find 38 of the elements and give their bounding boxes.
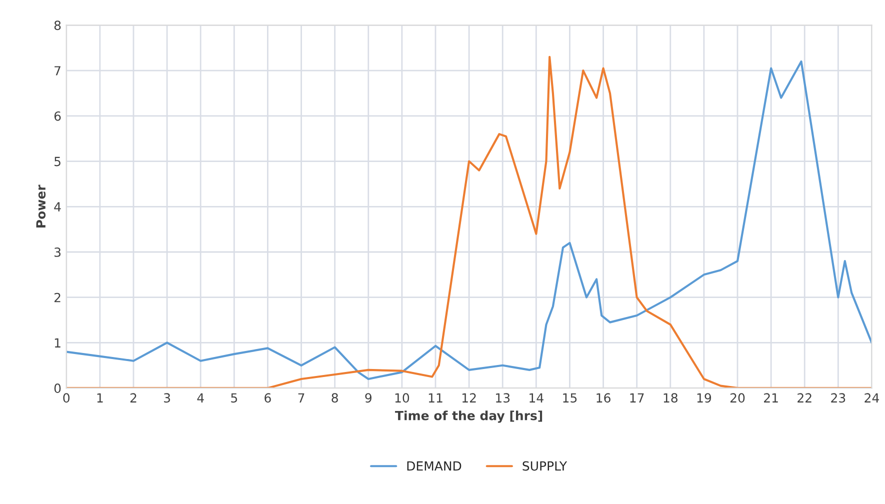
legend-label: SUPPLY [522, 461, 568, 471]
x-axis-title: Time of the day [hrs] [395, 410, 542, 423]
x-tick-label: 11 [428, 393, 442, 402]
y-tick-label: 8 [54, 20, 61, 30]
x-tick-label: 3 [164, 393, 170, 403]
y-tick-label: 2 [54, 292, 60, 302]
y-tick-label: 4 [54, 202, 61, 212]
x-tick-label: 18 [664, 393, 678, 403]
x-tick-label: 22 [798, 393, 812, 402]
x-tick-label: 4 [197, 393, 204, 402]
y-tick-label: 1 [54, 338, 60, 348]
x-tick-label: 2 [130, 393, 136, 402]
x-tick-label: 7 [298, 393, 304, 402]
x-tick-label: 13 [496, 393, 510, 403]
x-tick-label: 8 [332, 393, 338, 403]
x-tick-label: 15 [563, 393, 577, 403]
x-tick-label: 10 [395, 393, 410, 403]
y-tick-label: 0 [54, 384, 61, 394]
legend-label: DEMAND [407, 461, 462, 471]
x-tick-label: 23 [831, 393, 846, 403]
x-tick-label: 0 [63, 393, 70, 403]
x-tick-label: 1 [97, 393, 103, 402]
x-tick-label: 19 [697, 393, 712, 403]
y-tick-label: 6 [54, 111, 61, 121]
x-tick-label: 17 [630, 393, 644, 402]
y-tick-label: 3 [54, 247, 61, 257]
y-tick-label: 5 [54, 156, 60, 166]
x-tick-label: 24 [864, 393, 879, 402]
x-tick-label: 6 [264, 393, 271, 403]
x-tick-label: 16 [596, 393, 610, 403]
x-tick-label: 9 [365, 393, 372, 403]
x-tick-label: 12 [462, 393, 476, 402]
y-tick-label: 7 [54, 66, 60, 76]
y-axis-title: Power [36, 184, 46, 228]
x-tick-label: 14 [530, 393, 544, 402]
x-tick-label: 20 [730, 393, 745, 403]
x-tick-label: 21 [764, 393, 778, 402]
x-tick-label: 5 [231, 393, 238, 403]
